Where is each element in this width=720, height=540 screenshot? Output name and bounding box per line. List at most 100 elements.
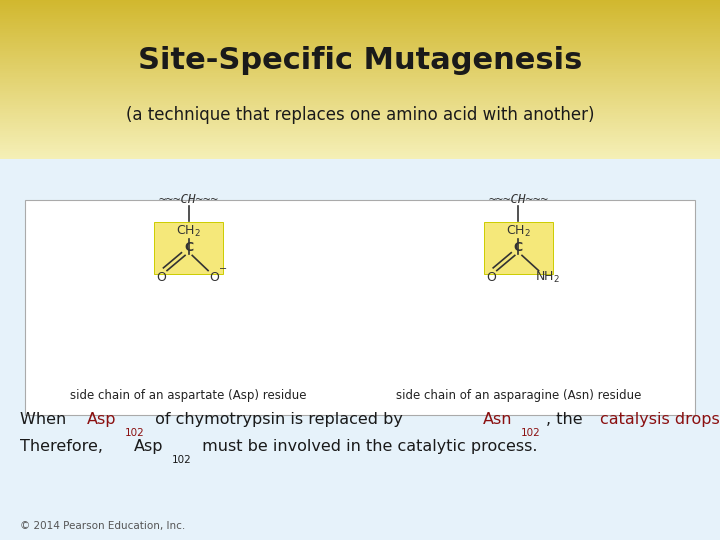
Bar — [0, 87, 720, 90]
Bar — [0, 65, 720, 68]
Bar — [0, 23, 720, 26]
Bar — [0, 3, 720, 6]
Bar — [0, 15, 720, 18]
Bar — [0, 67, 720, 70]
Bar — [0, 73, 720, 76]
Bar — [0, 155, 720, 157]
Bar — [0, 115, 720, 118]
Text: ~~~CH~~~: ~~~CH~~~ — [158, 193, 219, 206]
Bar — [0, 8, 720, 10]
Bar — [0, 147, 720, 150]
Bar — [484, 222, 552, 274]
Text: NH$_2$: NH$_2$ — [535, 269, 559, 285]
Text: C: C — [184, 241, 193, 254]
Bar — [0, 117, 720, 119]
Bar — [0, 81, 720, 84]
Text: CH$_2$: CH$_2$ — [506, 224, 531, 239]
Bar — [0, 91, 720, 93]
Bar — [0, 121, 720, 124]
Text: of chymotrypsin is replaced by: of chymotrypsin is replaced by — [150, 412, 408, 427]
Bar — [0, 22, 720, 24]
Bar — [0, 61, 720, 64]
Bar — [0, 113, 720, 116]
Text: Asp: Asp — [134, 439, 163, 454]
Text: When: When — [20, 412, 71, 427]
Text: catalysis drops to 0.05%.: catalysis drops to 0.05%. — [600, 412, 720, 427]
Text: (a technique that replaces one amino acid with another): (a technique that replaces one amino aci… — [126, 106, 594, 124]
Bar — [0, 43, 720, 46]
Bar — [0, 17, 720, 20]
Bar — [0, 75, 720, 78]
Bar — [0, 103, 720, 105]
Bar — [0, 109, 720, 111]
Bar — [0, 31, 720, 34]
Bar — [0, 123, 720, 125]
Bar — [0, 97, 720, 99]
Bar — [0, 14, 720, 16]
Bar — [0, 39, 720, 42]
Text: O: O — [209, 271, 219, 284]
Bar — [0, 63, 720, 66]
Text: 102: 102 — [125, 428, 144, 438]
Bar — [0, 37, 720, 40]
Text: 102: 102 — [521, 428, 541, 438]
Bar — [0, 69, 720, 72]
Bar — [0, 111, 720, 113]
Bar — [0, 11, 720, 14]
Bar — [0, 89, 720, 92]
Bar — [0, 95, 720, 98]
Bar — [0, 9, 720, 12]
Text: , the: , the — [546, 412, 588, 427]
Bar — [0, 2, 720, 4]
Bar — [0, 127, 720, 130]
Bar — [0, 151, 720, 153]
Bar — [0, 57, 720, 60]
Bar — [0, 19, 720, 22]
Bar — [0, 51, 720, 54]
Bar — [0, 139, 720, 141]
Text: 102: 102 — [172, 455, 192, 465]
Bar — [155, 222, 223, 274]
Bar — [0, 47, 720, 50]
Text: side chain of an aspartate (Asp) residue: side chain of an aspartate (Asp) residue — [71, 388, 307, 402]
Bar — [0, 131, 720, 133]
Bar — [0, 149, 720, 151]
Bar — [0, 33, 720, 36]
Bar — [0, 77, 720, 79]
Bar — [0, 125, 720, 127]
Text: O: O — [156, 271, 166, 284]
Bar — [0, 59, 720, 62]
Bar — [0, 157, 720, 159]
Bar — [0, 99, 720, 102]
Text: CH$_2$: CH$_2$ — [176, 224, 201, 239]
Bar — [0, 85, 720, 87]
Bar — [0, 29, 720, 32]
Text: ~~~CH~~~: ~~~CH~~~ — [488, 193, 549, 206]
Bar — [0, 53, 720, 56]
Bar — [0, 101, 720, 104]
Bar — [0, 83, 720, 86]
Text: O: O — [486, 271, 496, 284]
Bar — [0, 0, 720, 2]
Bar — [0, 45, 720, 48]
Bar — [0, 79, 720, 82]
Bar — [0, 153, 720, 156]
Bar — [0, 119, 720, 122]
Text: side chain of an asparagine (Asn) residue: side chain of an asparagine (Asn) residu… — [396, 388, 641, 402]
Bar — [0, 35, 720, 38]
Bar — [0, 135, 720, 137]
Bar — [0, 137, 720, 139]
Bar — [0, 49, 720, 52]
Text: Asp: Asp — [86, 412, 116, 427]
Bar — [25, 200, 695, 415]
Bar — [0, 28, 720, 30]
Bar — [0, 93, 720, 96]
Bar — [0, 141, 720, 143]
Text: Therefore,: Therefore, — [20, 439, 108, 454]
Bar — [0, 5, 720, 8]
Bar — [0, 107, 720, 110]
Text: © 2014 Pearson Education, Inc.: © 2014 Pearson Education, Inc. — [20, 522, 186, 531]
Text: Asn: Asn — [483, 412, 513, 427]
Text: −: − — [219, 264, 228, 274]
Bar — [0, 71, 720, 73]
